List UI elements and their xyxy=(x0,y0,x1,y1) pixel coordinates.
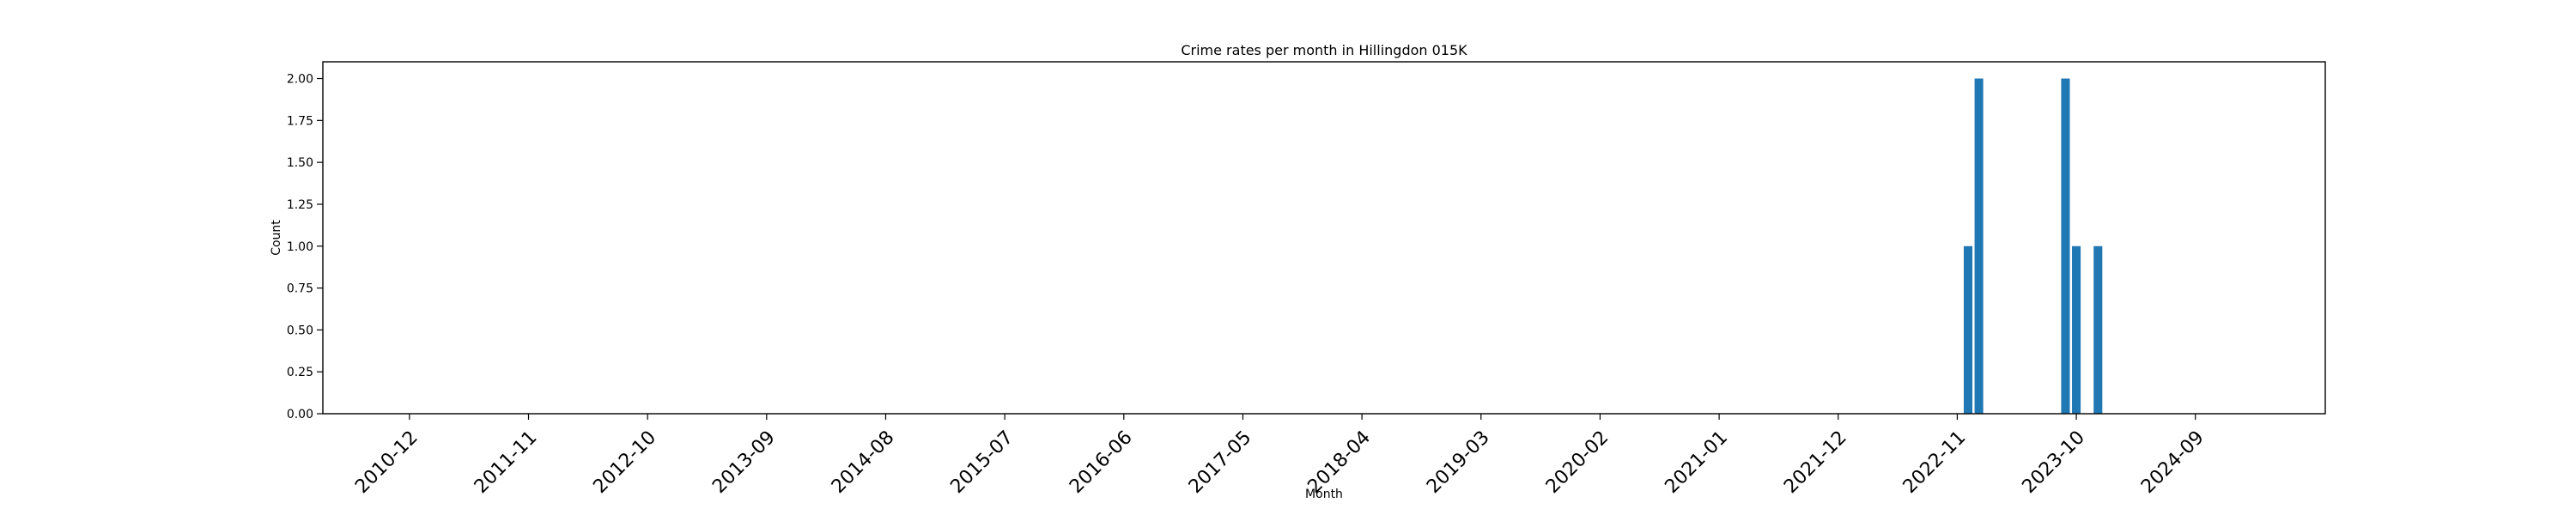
plot-frame xyxy=(322,61,2326,415)
x-tick-label: 2011-11 xyxy=(471,427,542,498)
x-tick-label: 2020-02 xyxy=(1542,427,1613,498)
y-tick-label: 2.00 xyxy=(287,73,313,87)
x-tick-label: 2010-12 xyxy=(351,427,422,498)
y-tick-label: 1.00 xyxy=(287,240,313,254)
bar-2023-01 xyxy=(1974,78,1984,415)
y-tick-label: 1.75 xyxy=(287,114,313,128)
x-axis-label: Month xyxy=(1305,488,1343,501)
y-tick-label: 0.50 xyxy=(287,324,313,337)
y-tick-label: 0.25 xyxy=(287,366,313,379)
x-tick-label: 2021-12 xyxy=(1780,427,1851,498)
x-tick-label: 2012-10 xyxy=(589,427,660,498)
y-axis: 0.00 0.25 0.50 0.75 1.00 1.25 1.50 1.75 2.00 xyxy=(287,73,323,421)
bar-2022-12 xyxy=(1963,245,1973,414)
x-tick-label: 2019-03 xyxy=(1423,427,1494,498)
x-tick-label: 2016-06 xyxy=(1066,427,1137,498)
y-axis-label: Count xyxy=(270,220,283,256)
x-tick-label: 2017-05 xyxy=(1185,427,1256,498)
x-axis: 2010-12 2011-11 2012-10 2013-09 2014-08 2015-… xyxy=(351,414,2208,498)
x-tick-label: 2014-08 xyxy=(828,427,899,498)
y-tick-label: 1.50 xyxy=(287,156,313,170)
x-tick-label: 2015-07 xyxy=(946,427,1018,498)
plot-area xyxy=(322,61,2326,415)
bar-2023-12 xyxy=(2093,245,2103,414)
x-tick-label: 2023-10 xyxy=(2018,427,2089,498)
bars-group xyxy=(1963,78,2103,415)
y-tick-label: 0.00 xyxy=(287,408,313,421)
x-tick-label: 2021-01 xyxy=(1661,427,1732,498)
x-tick-label: 2024-09 xyxy=(2137,427,2208,498)
y-tick-label: 0.75 xyxy=(287,282,313,296)
bar-2023-09 xyxy=(2061,78,2070,415)
y-tick-label: 1.25 xyxy=(287,198,313,212)
x-tick-label: 2022-11 xyxy=(1899,427,1971,498)
x-tick-label: 2013-09 xyxy=(708,427,780,498)
chart-title: Crime rates per month in Hillingdon 015K xyxy=(1181,42,1467,58)
bar-2023-10 xyxy=(2072,245,2081,414)
